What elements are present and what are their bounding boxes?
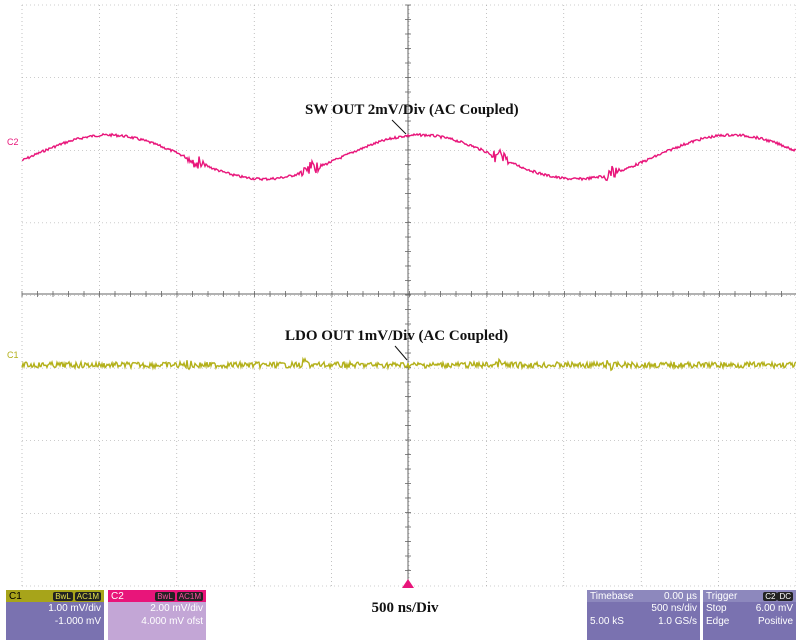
c2-coupling-tag: AC1M [176,591,203,601]
trigger-label: Trigger [706,590,738,602]
c1-marker-label: C1 [7,350,19,360]
timebase-samples: 5.00 kS [590,616,624,627]
trigger-descriptor[interactable]: Trigger C2 DC Stop 6.00 mV Edge Positive [703,590,796,640]
c1-descriptor[interactable]: C1 BwL AC1M 1.00 mV/div -1.000 mV [6,590,104,640]
trigger-slope: Positive [757,616,793,627]
timebase-label: Timebase [590,590,634,602]
c2-marker-label: C2 [7,137,19,147]
c2-scale: 2.00 mV/div [150,603,203,614]
waveform-display[interactable]: SW OUT 2mV/Div (AC Coupled) LDO OUT 1mV/… [0,0,796,588]
timebase-descriptor[interactable]: Timebase 0.00 µs 500 ns/div 5.00 kS 1.0 … [587,590,700,640]
c2-name: C2 [111,590,124,602]
grid [21,4,796,587]
c1-name: C1 [9,590,22,602]
trigger-mode: Stop [706,603,727,614]
c1-bandwidth-tag: BwL [53,591,73,601]
c1-offset: -1.000 mV [54,616,101,627]
sw-out-pointer [391,119,407,135]
sw-out-annotation: SW OUT 2mV/Div (AC Coupled) [305,102,519,118]
c2-offset: 4.000 mV ofst [141,616,203,627]
timebase-scale: 500 ns/div [651,603,697,614]
trigger-position-marker[interactable] [402,579,414,588]
c1-trace [21,356,796,372]
time-per-div-label: 500 ns/Div [371,600,439,616]
c2-trace [21,132,796,182]
trigger-type: Edge [706,616,730,627]
c2-bandwidth-tag: BwL [155,591,175,601]
trigger-coupling-badge: DC [777,591,793,601]
trigger-source-badge: C2 [763,591,778,601]
timebase-rate: 1.0 GS/s [658,616,697,627]
c2-descriptor[interactable]: C2 BwL AC1M 2.00 mV/div 4.000 mV ofst [108,590,206,640]
c1-coupling-tag: AC1M [74,591,101,601]
status-bar: C1 BwL AC1M 1.00 mV/div -1.000 mV C2 BwL A… [0,590,796,642]
trigger-level: 6.00 mV [755,603,793,614]
timebase-delay: 0.00 µs [663,590,697,602]
ldo-out-annotation: LDO OUT 1mV/Div (AC Coupled) [285,328,508,344]
c1-scale: 1.00 mV/div [48,603,101,614]
ldo-out-pointer [394,345,408,361]
